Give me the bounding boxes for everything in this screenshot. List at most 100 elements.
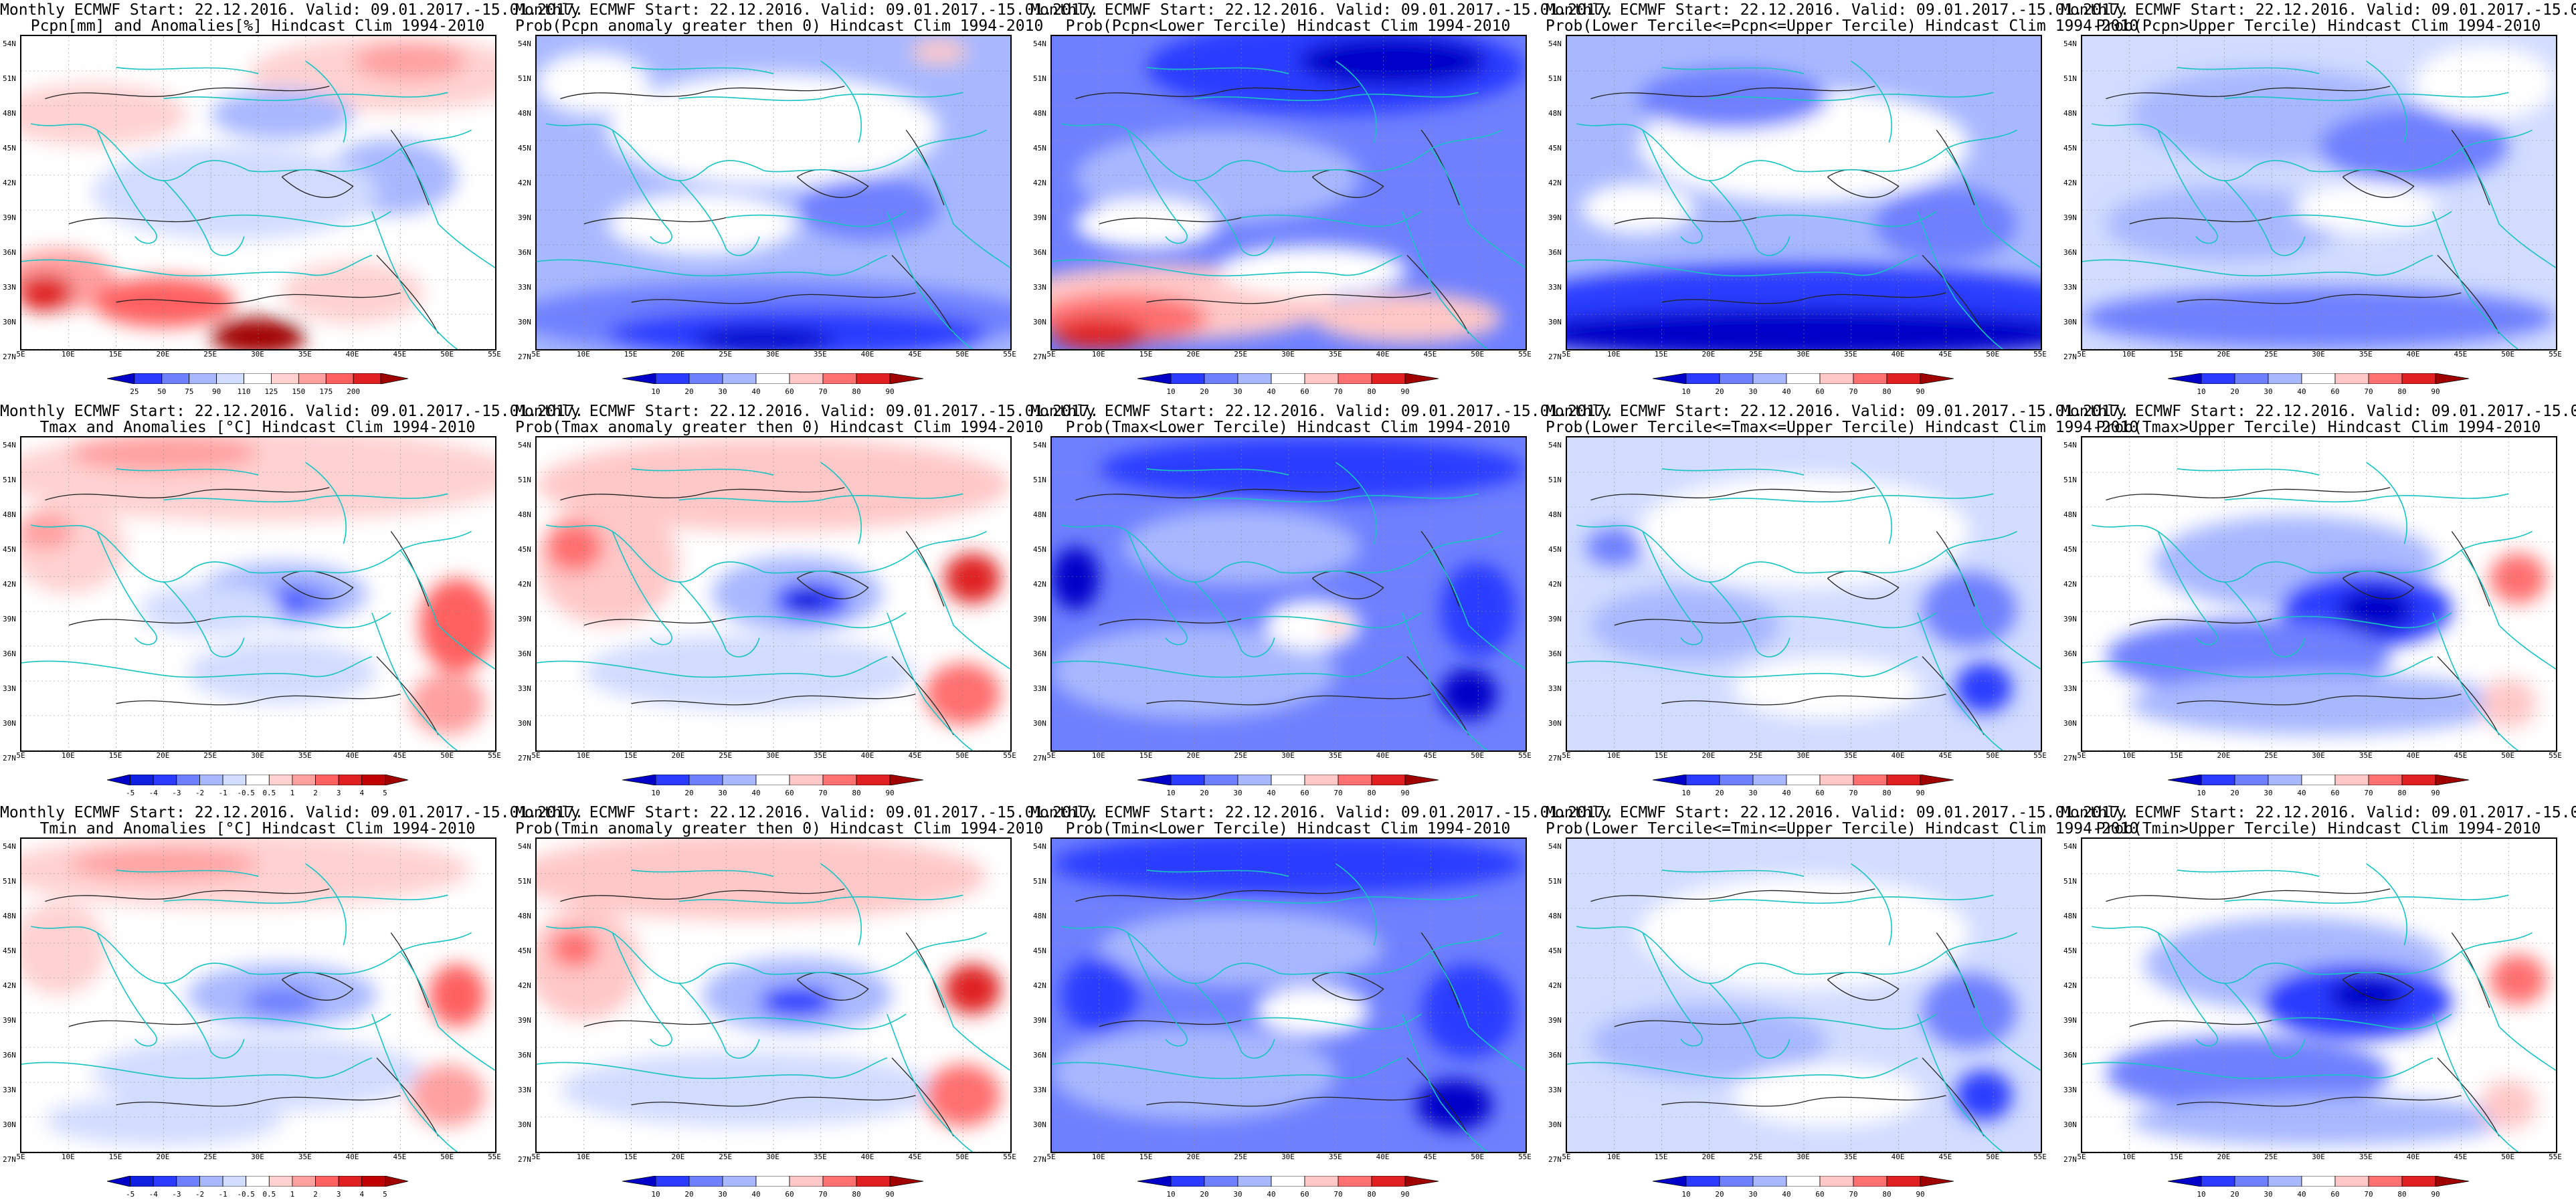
longitude-tick-label: 5E	[2077, 1152, 2086, 1161]
coastline	[1241, 1013, 1422, 1030]
colorbar-swatch	[1685, 775, 1720, 785]
colorbar-swatch	[1719, 775, 1754, 785]
colorbar-swatch	[353, 373, 381, 384]
colorbar-tick-label: 50	[157, 387, 167, 396]
colorbar-tick-label: 10	[1681, 387, 1691, 396]
colorbar-swatch	[856, 775, 891, 785]
colorbar-tick-label: 90	[1400, 789, 1410, 797]
coastline	[537, 254, 888, 277]
colorbar-swatch	[1237, 373, 1272, 384]
colorbar-swatch	[622, 775, 656, 785]
longitude-tick-label: 15E	[108, 751, 122, 760]
colorbar-swatch	[107, 775, 131, 785]
forecast-panel: Monthly ECMWF Start: 22.12.2016. Valid: …	[0, 803, 583, 1204]
colorbar-swatch	[755, 775, 790, 785]
colorbar-swatch	[1719, 373, 1754, 384]
colorbar-tick-label: 30	[2264, 1190, 2273, 1199]
longitude-tick-label: 35E	[1328, 1152, 1342, 1161]
colorbar-tick-label: 200	[347, 387, 361, 396]
colorbar-swatch	[1137, 1176, 1172, 1187]
colorbar-tick-label: 4	[359, 789, 365, 797]
panel-title-line2: Prob(Lower Tercile<=Tmax<=Upper Tercile)…	[1546, 419, 2139, 436]
colorbar-tick-label: 20	[1715, 789, 1724, 797]
isoline	[1146, 292, 1431, 304]
colorbar-tick-label: 20	[2230, 789, 2239, 797]
latitude-tick-label: 51N	[1033, 877, 1046, 886]
latitude-tick-label: 51N	[518, 74, 531, 83]
isoline	[2106, 86, 2391, 100]
longitude-tick-label: 5E	[531, 350, 541, 359]
colorbar-tick-label: 80	[2397, 387, 2407, 396]
latitude-tick-label: 27N	[1033, 353, 1046, 361]
anomaly-region	[2338, 587, 2414, 632]
colorbar-tick-label: 70	[1333, 387, 1343, 396]
longitude-tick-label: 35E	[1843, 350, 1857, 359]
coastline	[1194, 894, 1479, 904]
isoline	[891, 1058, 954, 1136]
colorbar-tick-label: 80	[852, 789, 861, 797]
longitude-tick-label: 30E	[2312, 751, 2325, 760]
latitude-tick-label: 48N	[1548, 109, 1562, 118]
longitude-tick-label: 35E	[813, 751, 827, 760]
longitude-tick-label: 50E	[955, 751, 970, 760]
longitude-tick-label: 5E	[1046, 350, 1056, 359]
latitude-tick-label: 51N	[3, 877, 16, 886]
coastline	[1917, 1013, 2003, 1152]
colorbar-swatch	[107, 373, 135, 384]
longitude-tick-label: 45E	[1938, 751, 1952, 760]
latitude-tick-label: 30N	[2063, 1120, 2077, 1129]
colorbar-tick-label: 20	[1715, 387, 1724, 396]
coastline	[1061, 926, 1502, 984]
longitude-tick-label: 30E	[766, 350, 779, 359]
colorbar-swatch	[2168, 775, 2202, 785]
forecast-map	[1050, 35, 1527, 350]
panel-title-line2: Prob(Pcpn>Upper Tercile) Hindcast Clim 1…	[2096, 17, 2541, 35]
longitude-tick-label: 25E	[203, 1152, 217, 1161]
longitude-tick-label: 25E	[1749, 1152, 1763, 1161]
coastline	[726, 612, 907, 629]
isoline	[2177, 1095, 2462, 1107]
colorbar-tick-label: 110	[237, 387, 251, 396]
panel-title-line2: Prob(Tmax anomaly greater then 0) Hindca…	[515, 419, 1044, 436]
colorbar-swatch	[1719, 1176, 1754, 1187]
longitude-tick-label: 35E	[2359, 350, 2373, 359]
longitude-tick-label: 40E	[2406, 751, 2420, 760]
colorbar-swatch	[107, 1176, 131, 1187]
isoline	[376, 1058, 439, 1136]
colorbar-tick-label: 175	[319, 387, 333, 396]
colorbar-swatch	[1204, 1176, 1238, 1187]
coastline	[371, 211, 458, 349]
anomaly-region	[1955, 1070, 2013, 1121]
coastline	[96, 531, 157, 645]
coastline	[2082, 656, 2433, 678]
longitude-tick-label: 30E	[251, 350, 264, 359]
latitude-tick-label: 33N	[1548, 684, 1562, 693]
coastline	[1567, 656, 1918, 678]
colorbar-tick-label: 90	[1916, 789, 1925, 797]
latitude-tick-label: 42N	[3, 580, 16, 589]
longitude-tick-label: 35E	[813, 1152, 827, 1161]
colorbar-tick-label: 150	[292, 387, 306, 396]
anomaly-region	[140, 584, 282, 635]
isoline	[1075, 487, 1360, 501]
colorbar-swatch	[1786, 1176, 1821, 1187]
longitude-tick-label: 10E	[1606, 1152, 1621, 1161]
longitude-tick-label: 55E	[2033, 1152, 2047, 1161]
latitude-tick-label: 33N	[518, 283, 531, 292]
longitude-tick-label: 5E	[1046, 751, 1056, 760]
longitude-tick-label: 5E	[2077, 751, 2086, 760]
colorbar-swatch	[1404, 1176, 1439, 1187]
latitude-tick-label: 27N	[3, 353, 16, 361]
latitude-tick-label: 48N	[3, 109, 16, 118]
colorbar-swatch	[1271, 1176, 1305, 1187]
panel-title-line2: Prob(Pcpn anomaly greater then 0) Hindca…	[515, 17, 1044, 35]
coastline	[1241, 211, 1422, 227]
colorbar-tick-label: 125	[264, 387, 278, 396]
anomaly-region	[1875, 186, 2017, 262]
latitude-tick-label: 36N	[1033, 649, 1046, 658]
coastline	[1642, 932, 1703, 1047]
colorbar-tick-label: 70	[1849, 1190, 1858, 1199]
longitude-tick-label: 45E	[1423, 350, 1437, 359]
isoline	[2106, 487, 2391, 501]
coastline	[1402, 612, 1488, 750]
